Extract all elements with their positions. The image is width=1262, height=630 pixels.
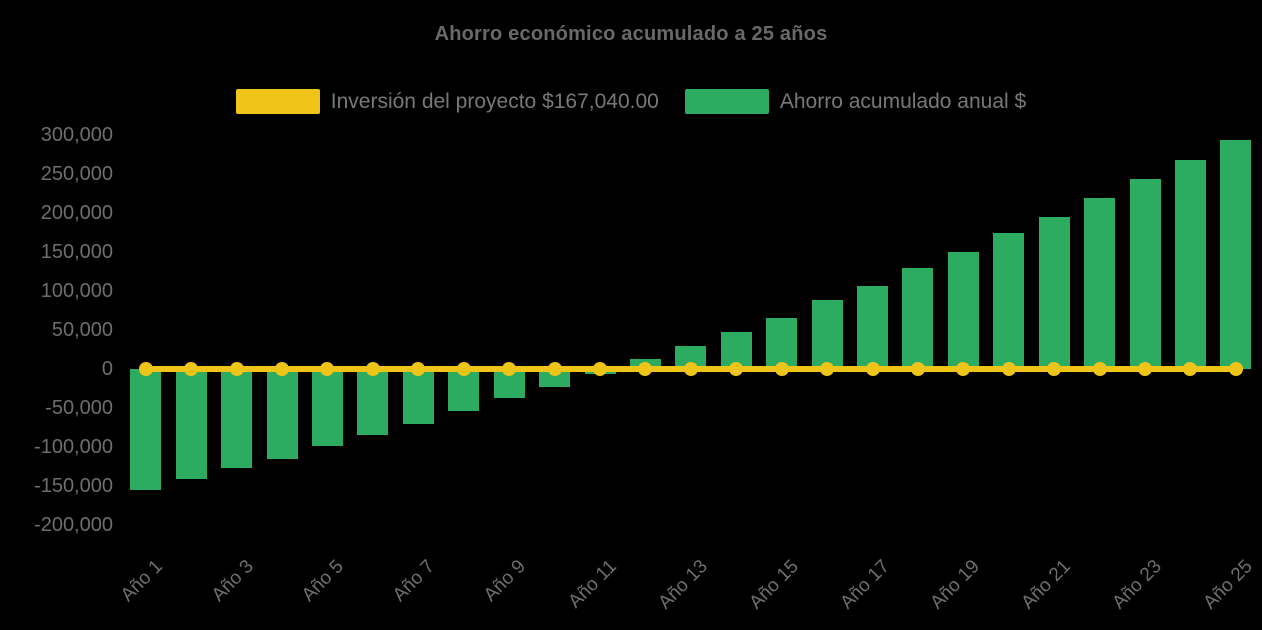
x-tick-label: Año 21 — [1017, 556, 1076, 614]
legend-swatch-inversion — [235, 89, 320, 114]
y-tick-label: 250,000 — [40, 163, 113, 185]
investment-point-14 — [729, 362, 744, 376]
bar-año-19 — [947, 252, 979, 369]
y-tick-label: -200,000 — [34, 514, 113, 536]
investment-point-21 — [1047, 362, 1062, 376]
investment-point-7 — [411, 362, 426, 376]
bar-año-7 — [402, 369, 434, 424]
bar-año-3 — [221, 369, 253, 469]
y-tick-label: 300,000 — [40, 124, 113, 146]
bar-año-13 — [675, 345, 707, 369]
investment-point-23 — [1138, 362, 1153, 376]
y-tick-label: 50,000 — [51, 319, 113, 341]
x-tick-label: Año 25 — [1199, 556, 1257, 614]
investment-point-25 — [1228, 362, 1243, 376]
bar-año-17 — [857, 285, 889, 369]
bar-año-6 — [357, 369, 389, 435]
legend-swatch-ahorro — [684, 89, 769, 114]
y-tick-label: 200,000 — [40, 202, 113, 224]
bar-año-24 — [1174, 159, 1206, 369]
investment-point-13 — [683, 362, 698, 376]
bar-año-5 — [311, 369, 343, 446]
investment-point-15 — [774, 362, 789, 376]
x-tick-label: Año 15 — [745, 556, 803, 614]
bar-año-23 — [1129, 179, 1161, 369]
legend: Inversión del proyecto $167,040.00 Ahorr… — [0, 89, 1262, 114]
investment-point-22 — [1092, 362, 1107, 376]
investment-point-9 — [502, 362, 517, 376]
bar-año-21 — [1038, 216, 1070, 369]
investment-point-11 — [593, 362, 607, 376]
investment-point-3 — [229, 362, 244, 376]
x-tick-label: Año 19 — [926, 556, 985, 614]
bar-año-1 — [130, 369, 162, 490]
x-tick-label: Año 7 — [389, 556, 440, 606]
y-tick-label: 0 — [101, 358, 113, 380]
legend-label-inversion: Inversión del proyecto $167,040.00 — [330, 89, 659, 113]
x-tick-label: Año 11 — [564, 556, 621, 613]
bar-año-15 — [766, 317, 798, 369]
investment-point-19 — [956, 362, 971, 376]
investment-point-1 — [138, 362, 153, 376]
investment-point-17 — [865, 362, 880, 376]
y-tick-label: -100,000 — [34, 436, 113, 458]
investment-point-18 — [910, 362, 925, 376]
bar-año-18 — [902, 268, 934, 369]
investment-point-20 — [1001, 362, 1016, 376]
x-tick-label: Año 17 — [835, 556, 894, 614]
bar-año-4 — [266, 369, 298, 460]
bar-año-16 — [811, 300, 843, 369]
y-tick-label: -150,000 — [34, 475, 113, 497]
x-tick-label: Año 9 — [480, 556, 531, 606]
investment-point-24 — [1183, 362, 1198, 376]
x-tick-label: Año 23 — [1108, 556, 1166, 614]
bar-año-8 — [448, 369, 480, 412]
x-tick-label: Año 1 — [116, 556, 167, 606]
y-tick-label: 100,000 — [40, 280, 113, 302]
investment-point-16 — [820, 362, 835, 376]
investment-point-6 — [365, 362, 380, 376]
bar-año-25 — [1220, 140, 1252, 369]
x-tick-label: Año 3 — [207, 556, 258, 606]
legend-item-inversion[interactable]: Inversión del proyecto $167,040.00 — [235, 89, 659, 114]
bar-año-2 — [175, 369, 207, 480]
investment-point-8 — [456, 362, 471, 376]
bar-año-20 — [993, 233, 1025, 369]
investment-point-2 — [184, 362, 199, 376]
legend-item-ahorro[interactable]: Ahorro acumulado anual $ — [684, 89, 1027, 114]
investment-point-12 — [638, 362, 653, 376]
y-tick-label: 150,000 — [40, 241, 113, 263]
y-tick-label: -50,000 — [45, 397, 113, 419]
investment-point-5 — [320, 362, 335, 376]
x-tick-label: Año 5 — [298, 556, 349, 606]
investment-point-4 — [275, 362, 290, 376]
chart-title: Ahorro económico acumulado a 25 años — [434, 23, 828, 45]
x-tick-label: Año 13 — [654, 556, 712, 614]
legend-label-ahorro: Ahorro acumulado anual $ — [779, 89, 1027, 113]
investment-point-10 — [547, 362, 562, 376]
bar-año-22 — [1084, 198, 1116, 369]
bar-año-10 — [539, 369, 571, 387]
